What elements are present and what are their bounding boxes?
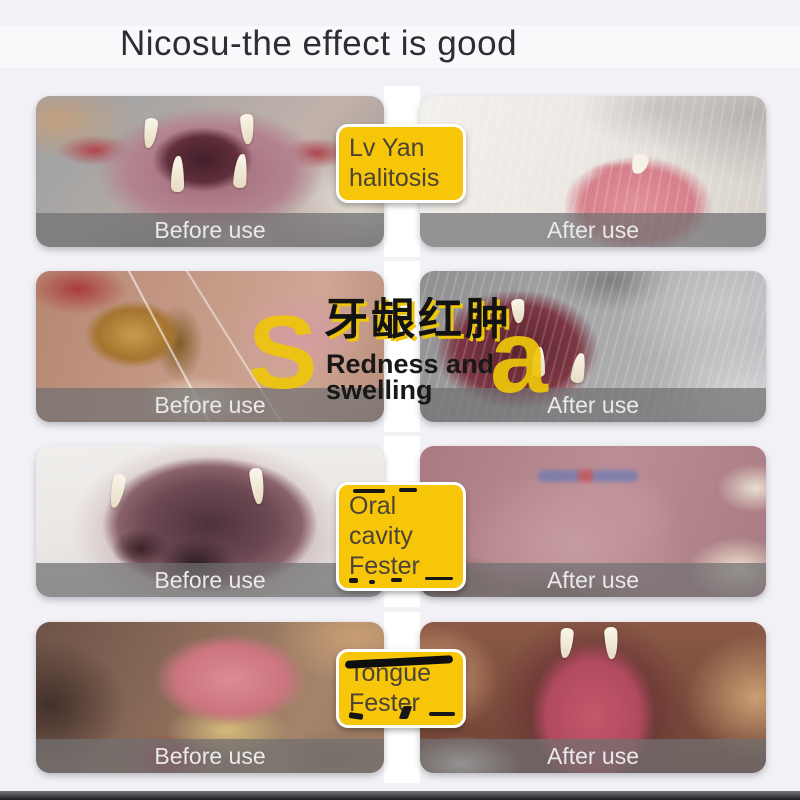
overlay-text-line1: Redness and xyxy=(326,349,495,379)
censor-mark xyxy=(429,712,455,716)
chinese-overlay-text: 牙龈红肿 xyxy=(324,297,512,343)
photo-after-tongue-fester: After use xyxy=(420,622,766,773)
caption-before: Before use xyxy=(36,563,384,597)
faint-watermark xyxy=(537,470,638,483)
photo-after-halitosis: After use xyxy=(420,96,766,247)
photo-after-gum-redness: After use xyxy=(420,271,766,422)
tooth-shape xyxy=(142,117,159,149)
caption-before: Before use xyxy=(36,213,384,247)
row-gum-redness: Before use After use S 牙龈红肿 Redness and … xyxy=(0,261,800,432)
caption-after: After use xyxy=(420,213,766,247)
caption-after: After use xyxy=(420,739,766,773)
censor-mark xyxy=(391,578,402,582)
photo-after-oral-fester: After use xyxy=(420,446,766,597)
tooth-shape xyxy=(108,473,127,509)
tooth-shape xyxy=(532,347,545,377)
row-tongue-fester: Before use After use Tongue Fester xyxy=(0,612,800,783)
page-title: Nicosu-the effect is good xyxy=(120,24,518,63)
tooth-shape xyxy=(248,467,267,505)
censor-mark xyxy=(353,489,385,493)
photo-before-tongue-fester: Before use xyxy=(36,622,384,773)
censor-mark xyxy=(349,578,358,583)
censor-mark xyxy=(399,488,417,492)
watermark-letter: S xyxy=(248,295,318,411)
tooth-shape xyxy=(232,153,249,189)
condition-label-halitosis: Lv Yan halitosis xyxy=(336,124,466,203)
caption-after: After use xyxy=(420,563,766,597)
label-line: Fester xyxy=(349,552,420,580)
censor-mark xyxy=(348,712,364,720)
label-line: Oral cavity xyxy=(349,492,413,550)
condition-label-tongue-fester: Tongue Fester xyxy=(336,649,466,728)
row-oral-cavity-fester: Before use After use Oral cavity Fester xyxy=(0,436,800,607)
tooth-shape xyxy=(630,152,650,176)
bottom-section-divider xyxy=(0,791,800,800)
photo-before-gum-redness: Before use xyxy=(36,271,384,422)
label-line: Lv Yan xyxy=(349,134,425,162)
label-line: halitosis xyxy=(349,164,440,192)
tooth-shape xyxy=(239,113,256,145)
censor-mark xyxy=(425,577,453,580)
row-halitosis: Before use After use Lv Yan halitosis xyxy=(0,86,800,257)
title-strip xyxy=(0,26,800,68)
photo-before-halitosis: Before use xyxy=(36,96,384,247)
caption-before: Before use xyxy=(36,739,384,773)
caption-after: After use xyxy=(420,388,766,422)
condition-label-oral-fester: Oral cavity Fester xyxy=(336,482,466,591)
label-pin-bar xyxy=(384,261,420,432)
tooth-shape xyxy=(603,626,620,660)
garbled-watermark-overlay: S 牙龈红肿 Redness and swelling a xyxy=(248,295,584,425)
overlay-text-line2: swelling xyxy=(326,375,433,405)
tooth-shape xyxy=(558,627,575,659)
caption-before: Before use xyxy=(36,388,384,422)
tooth-shape xyxy=(171,156,184,192)
censor-mark xyxy=(369,580,375,584)
photo-before-oral-fester: Before use xyxy=(36,446,384,597)
watermark-letter: a xyxy=(490,299,548,415)
